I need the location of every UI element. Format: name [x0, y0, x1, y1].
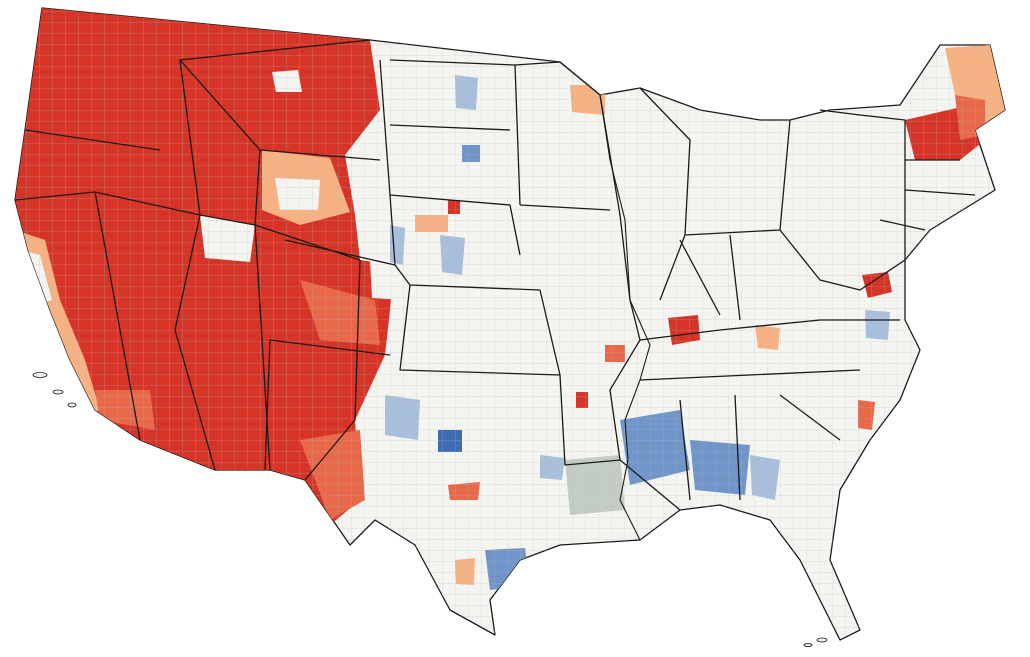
channel-islands [32, 372, 77, 408]
border-mountain-states [179, 39, 396, 481]
border-great-lakes-states [639, 87, 906, 321]
border-west-coast-states [14, 59, 271, 471]
border-south-states [619, 319, 900, 511]
border-northeast-states [819, 109, 976, 260]
mississippi-river [599, 94, 651, 541]
border-plains-states [379, 59, 561, 376]
florida-keys [803, 637, 828, 647]
